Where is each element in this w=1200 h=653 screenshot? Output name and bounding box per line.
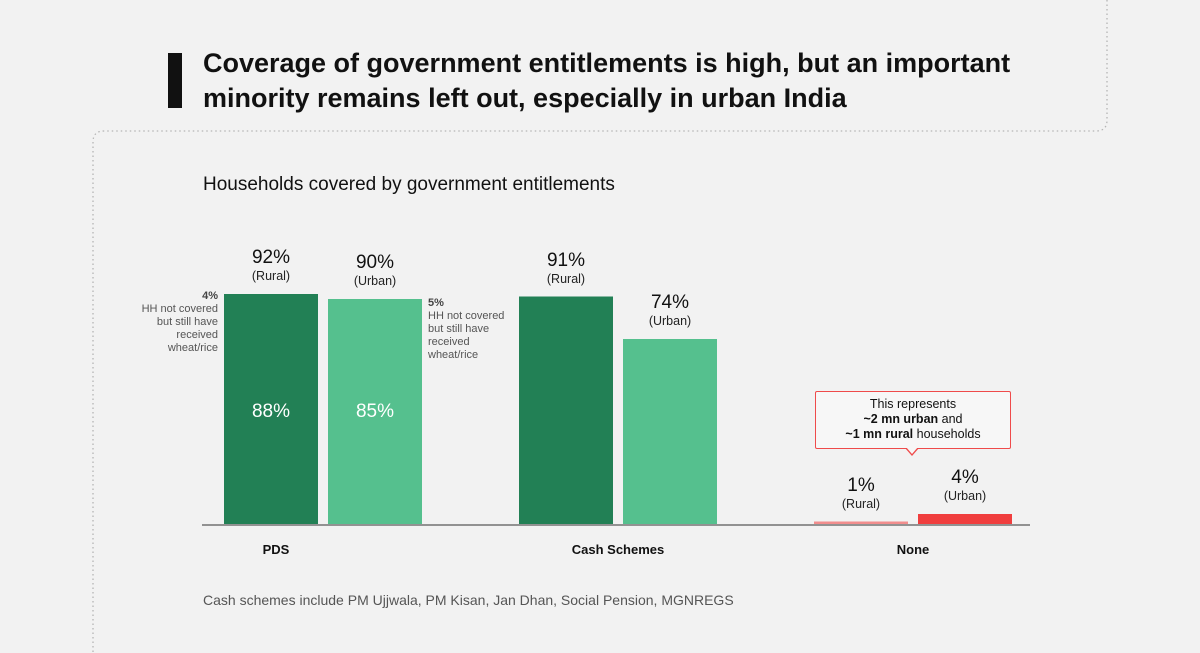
- callout-urban-bold: ~2 mn urban: [863, 412, 939, 426]
- title-accent-bar: [168, 53, 182, 108]
- category-label-pds: PDS: [262, 542, 290, 557]
- callout-line-1: This represents: [869, 397, 957, 411]
- footnote: Cash schemes include PM Ujjwala, PM Kisa…: [203, 592, 734, 608]
- series-label-none-urban: (Urban): [943, 489, 987, 503]
- category-label-none: None: [896, 542, 930, 557]
- pds-rural-note-value: 4%: [202, 290, 218, 302]
- callout-pointer-fill: [906, 447, 918, 454]
- bar-pds-urban: [328, 299, 422, 524]
- bar-cash-schemes-urban: [623, 339, 717, 524]
- none-callout: This represents ~2 mn urban and ~1 mn ru…: [815, 391, 1011, 449]
- value-label-pds-rural: 92%: [251, 247, 291, 268]
- chart-subtitle: Households covered by government entitle…: [203, 174, 615, 195]
- pds-urban-covered-label: 85%: [355, 401, 395, 422]
- value-label-none-rural: 1%: [847, 474, 875, 496]
- bar-cash-schemes-rural: [519, 296, 613, 524]
- series-label-pds-urban: (Urban): [353, 274, 397, 288]
- series-label-pds-rural: (Rural): [251, 269, 291, 283]
- value-label-cash-schemes-urban: 74%: [650, 292, 690, 313]
- callout-rural-bold: ~1 mn rural: [845, 427, 914, 441]
- bar-pds-rural: [224, 294, 318, 524]
- pds-urban-note-text: HH not covered but still have received w…: [428, 310, 505, 361]
- value-label-none-urban: 4%: [951, 467, 979, 488]
- callout-urban-rest: and: [938, 412, 963, 426]
- series-label-none-rural: (Rural): [841, 496, 881, 511]
- value-label-cash-schemes-rural: 91%: [546, 249, 586, 271]
- callout-line-3: ~1 mn rural households: [816, 427, 1010, 442]
- series-label-cash-schemes-urban: (Urban): [648, 314, 692, 328]
- pds-urban-note-value: 5%: [428, 297, 444, 309]
- pds-rural-note: 4% HH not covered but still have received…: [136, 290, 218, 355]
- callout-line-2: ~2 mn urban and: [816, 412, 1010, 427]
- value-label-pds-urban: 90%: [355, 252, 395, 273]
- pds-rural-covered-label: 88%: [251, 401, 291, 422]
- pds-urban-note: 5% HH not covered but still have received…: [428, 297, 510, 362]
- chart-title: Coverage of government entitlements is h…: [203, 48, 1011, 113]
- callout-rural-rest: households: [913, 427, 981, 441]
- category-label-cash-schemes: Cash Schemes: [571, 542, 665, 557]
- pds-rural-note-text: HH not covered but still have received w…: [141, 303, 218, 354]
- bar-none-rural: [814, 521, 908, 524]
- bar-none-urban: [918, 514, 1012, 524]
- series-label-cash-schemes-rural: (Rural): [546, 271, 586, 286]
